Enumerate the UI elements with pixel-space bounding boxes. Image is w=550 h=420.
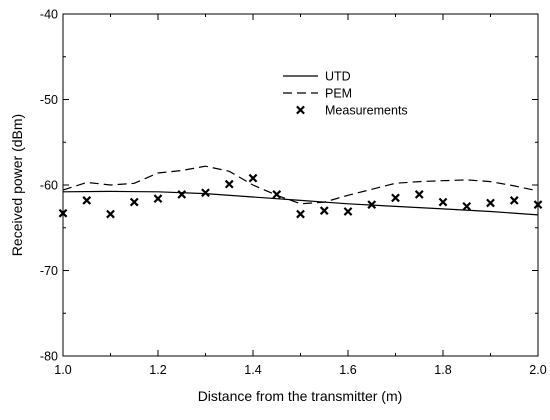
marker-stroke [486,198,495,208]
legend-entry-utd: UTD [283,70,351,84]
marker-stroke [462,201,472,211]
pem-line [62,165,539,205]
x-axis-title: Distance from the transmitter (m) [198,388,403,404]
marker-stroke [224,179,234,189]
x-tick-label: 1.0 [54,363,71,377]
marker-stroke [367,200,377,210]
marker-stroke [391,193,400,203]
legend-label: Measurements [325,104,408,118]
legend-entry-measurements: Measurements [296,104,408,118]
marker-stroke [296,209,305,219]
marker-stroke [272,190,282,199]
marker-stroke [438,197,448,207]
y-tick-label: -70 [40,264,58,278]
marker-stroke [82,196,92,205]
measurement-point [153,194,163,204]
measurement-point [296,209,305,219]
measurement-point [58,208,68,218]
y-tick-label: -80 [40,350,58,364]
measurement-point [414,190,424,199]
measurement-point [438,197,448,207]
marker-stroke [343,207,353,216]
measurement-point [82,196,92,205]
y-tick-label: -50 [40,93,58,107]
measurements-series [58,173,543,219]
marker-stroke [533,200,543,210]
legend-label: UTD [325,70,351,84]
plot-area-frame [62,13,539,357]
marker-stroke [177,190,187,199]
marker-stroke [248,173,258,183]
marker-stroke [296,105,305,115]
utd-line [62,190,539,216]
marker-stroke [509,196,519,205]
measurement-point [177,190,187,199]
y-tick-label: -60 [40,179,58,193]
x-tick-label: 1.2 [149,363,166,377]
measurement-point [272,190,282,199]
measurement-point [248,173,258,183]
measurement-point [509,196,519,205]
marker-stroke [129,197,139,207]
measurement-point [129,197,139,207]
legend-marker [296,105,305,115]
measurement-point [367,200,377,210]
measurement-point [391,193,400,203]
x-tick-label: 1.4 [244,363,261,377]
measurement-point [462,201,472,211]
measurement-point [224,179,234,189]
y-axis-title: Received power (dBm) [9,114,25,256]
measurement-point [343,207,353,216]
marker-stroke [106,209,115,219]
measurement-point [106,209,115,219]
legend-label: PEM [325,87,352,101]
measurement-point [533,200,543,210]
y-tick-label: -40 [40,8,58,22]
legend-entry-pem: PEM [283,87,352,101]
marker-stroke [58,208,68,218]
x-tick-label: 1.6 [339,363,356,377]
marker-stroke [153,194,163,204]
marker-stroke [414,190,424,199]
measurement-point [201,188,210,198]
marker-stroke [201,188,210,198]
x-tick-label: 1.8 [434,363,451,377]
x-tick-label: 2.0 [529,363,546,377]
measurement-point [486,198,495,208]
legend: UTD PEM Measurements [283,70,408,118]
marker-stroke [319,206,329,216]
measurement-point [319,206,329,216]
